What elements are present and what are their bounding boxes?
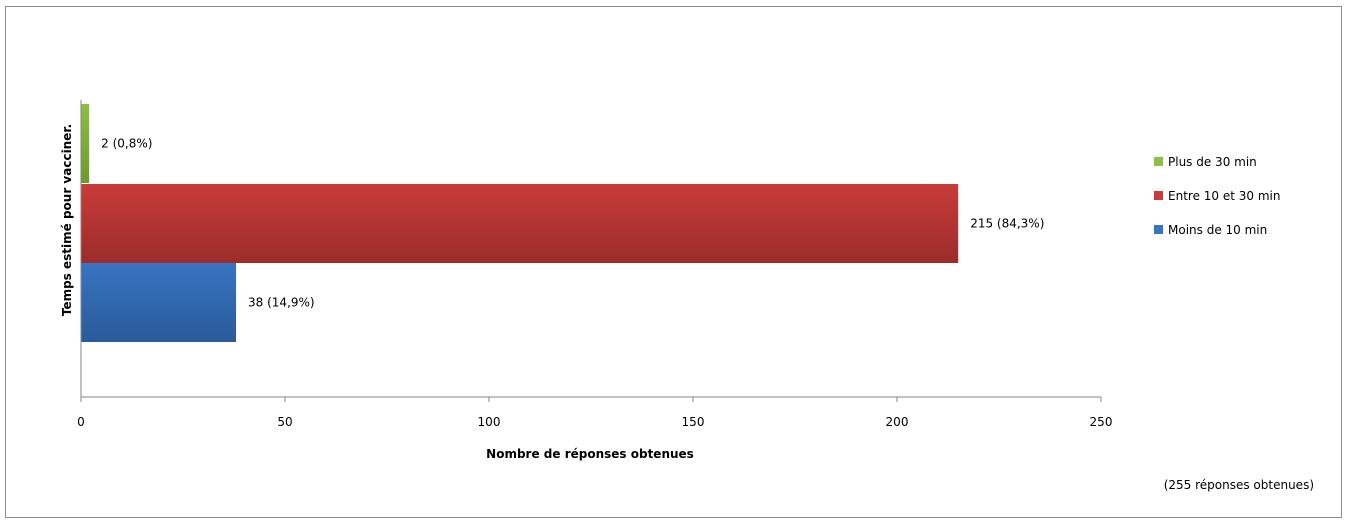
bar-entre-10-et-30-min: [81, 184, 959, 263]
legend-entry: Entre 10 et 30 min: [1168, 189, 1280, 203]
legend-entry: Moins de 10 min: [1168, 223, 1267, 237]
x-tick-label: 0: [77, 415, 85, 429]
data-label: 38 (14,9%): [248, 296, 315, 310]
legend-swatch: [1154, 225, 1163, 234]
data-labels-layer: 38 (14,9%) 215 (84,3%) 2 (0,8%): [101, 137, 1044, 310]
x-tick-label: 250: [1090, 415, 1113, 429]
y-axis-title: Temps estimé pour vacciner.: [60, 124, 74, 316]
legend-swatch: [1154, 157, 1163, 166]
legend: Plus de 30 min Entre 10 et 30 min Moins de…: [1154, 155, 1280, 237]
legend-entry: Plus de 30 min: [1168, 155, 1257, 169]
x-axis-title: Nombre de réponses obtenues: [486, 447, 694, 461]
bar-moins-de-10-min: [81, 263, 237, 342]
x-tick-label: 100: [478, 415, 501, 429]
x-axis: 0 50 100 150 200 250: [77, 100, 1112, 429]
response-count-note: (255 réponses obtenues): [1164, 478, 1314, 492]
bar-plus-de-30-min: [81, 104, 90, 183]
x-tick-label: 150: [682, 415, 705, 429]
x-tick-label: 200: [886, 415, 909, 429]
x-tick-label: 50: [277, 415, 292, 429]
data-label: 2 (0,8%): [101, 137, 152, 151]
bars-layer: [81, 104, 959, 342]
data-label: 215 (84,3%): [970, 217, 1044, 231]
legend-swatch: [1154, 191, 1163, 200]
